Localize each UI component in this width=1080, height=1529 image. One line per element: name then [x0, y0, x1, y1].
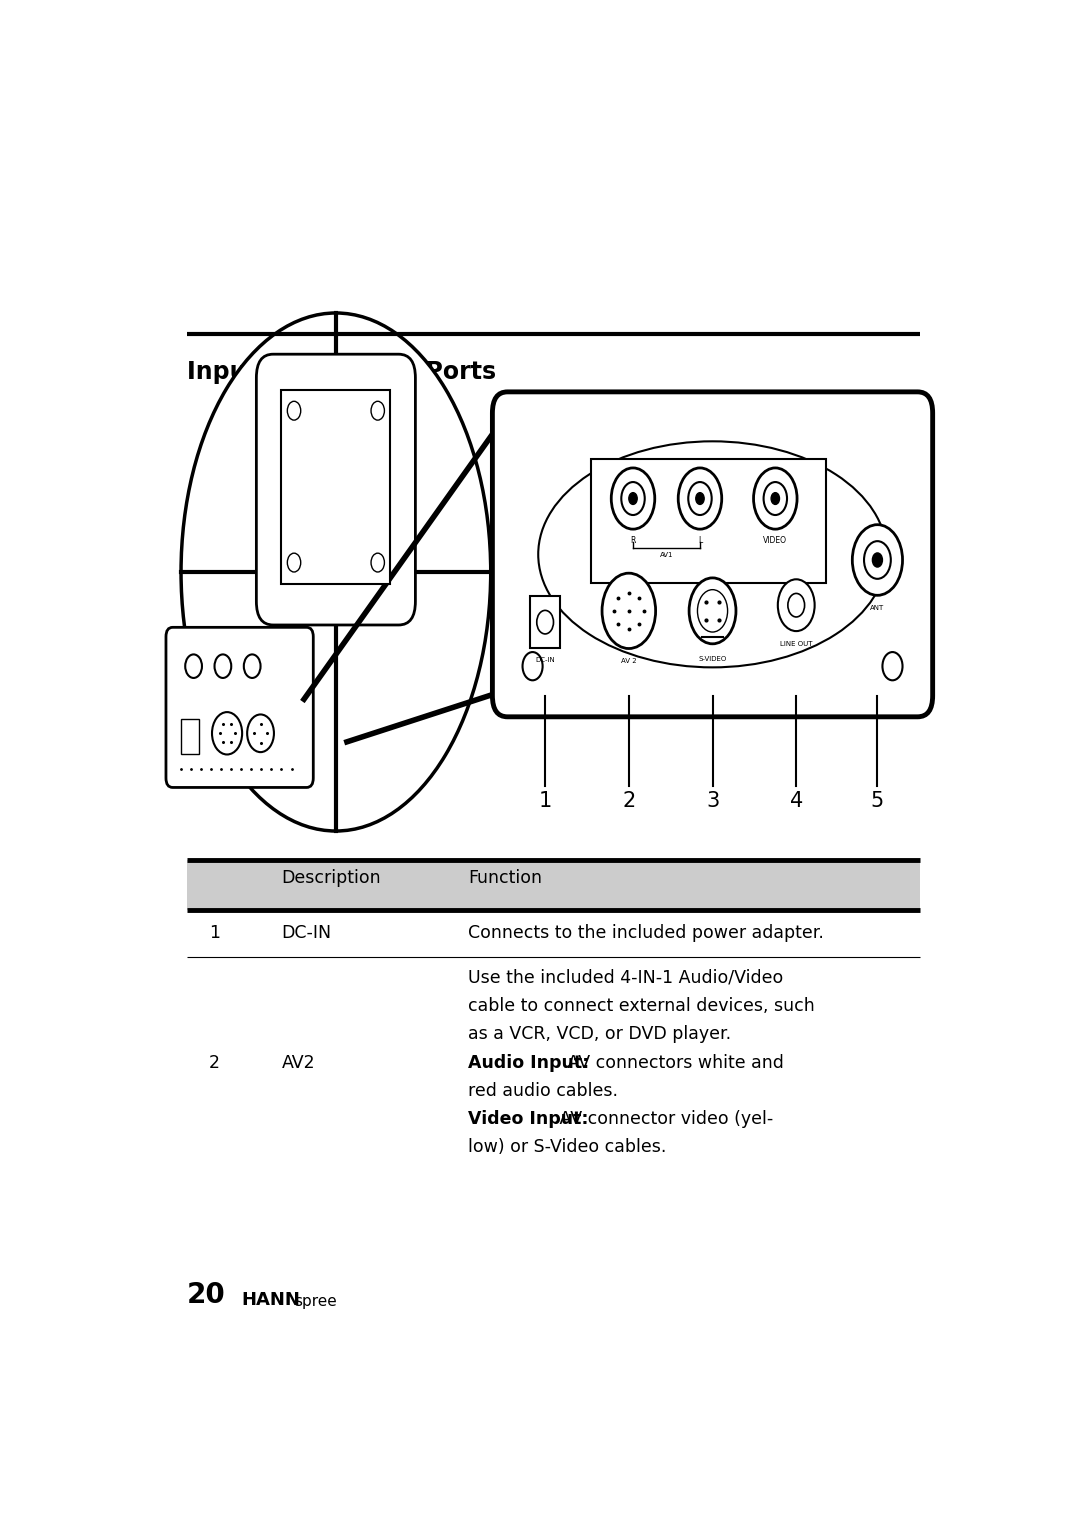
Text: low) or S-Video cables.: low) or S-Video cables. [468, 1138, 666, 1156]
Circle shape [678, 468, 721, 529]
Circle shape [215, 654, 231, 677]
Text: Audio Input:: Audio Input: [468, 1053, 590, 1072]
Circle shape [287, 401, 300, 420]
Circle shape [688, 482, 712, 515]
Text: LINE OUT: LINE OUT [780, 641, 812, 647]
Bar [187, 861, 920, 910]
Text: 1: 1 [539, 790, 552, 810]
Text: red audio cables.: red audio cables. [468, 1083, 618, 1099]
Text: HANN: HANN [241, 1290, 300, 1309]
Ellipse shape [538, 442, 887, 667]
Text: VIDEO: VIDEO [764, 537, 787, 546]
Bar [591, 459, 825, 583]
Bar [530, 596, 561, 648]
Circle shape [864, 541, 891, 579]
Text: cable to connect external devices, such: cable to connect external devices, such [468, 997, 815, 1015]
Text: 20: 20 [187, 1281, 226, 1309]
Text: L: L [698, 537, 702, 546]
Circle shape [788, 593, 805, 618]
Circle shape [629, 492, 637, 505]
Bar [181, 719, 200, 754]
Circle shape [372, 553, 384, 572]
Circle shape [873, 553, 882, 567]
Text: ANT: ANT [870, 605, 885, 610]
Circle shape [621, 482, 645, 515]
Text: DC-IN: DC-IN [536, 657, 555, 664]
FancyBboxPatch shape [492, 391, 933, 717]
FancyBboxPatch shape [256, 355, 416, 625]
Text: as a VCR, VCD, or DVD player.: as a VCR, VCD, or DVD player. [468, 1026, 731, 1043]
Circle shape [186, 654, 202, 677]
Bar [282, 390, 390, 584]
Text: 4: 4 [789, 790, 802, 810]
Circle shape [537, 610, 554, 635]
FancyBboxPatch shape [166, 627, 313, 787]
Text: Function: Function [468, 868, 542, 887]
Text: 2: 2 [622, 790, 635, 810]
Circle shape [689, 578, 735, 644]
Text: S-VIDEO: S-VIDEO [699, 656, 727, 662]
Text: AV 2: AV 2 [621, 657, 636, 664]
Circle shape [754, 468, 797, 529]
Text: 3: 3 [706, 790, 719, 810]
Circle shape [852, 524, 903, 595]
Text: 1: 1 [208, 925, 219, 942]
Ellipse shape [181, 313, 490, 832]
Circle shape [698, 590, 728, 631]
Circle shape [764, 482, 787, 515]
Circle shape [771, 492, 780, 505]
Text: Video Input:: Video Input: [468, 1110, 589, 1128]
Circle shape [523, 651, 542, 680]
Text: AV1: AV1 [660, 552, 673, 558]
Circle shape [602, 573, 656, 648]
Text: Connects to the included power adapter.: Connects to the included power adapter. [468, 925, 824, 942]
Text: AV connectors white and: AV connectors white and [562, 1053, 784, 1072]
Text: DC-IN: DC-IN [282, 925, 332, 942]
Text: 2: 2 [208, 1053, 219, 1072]
Circle shape [882, 651, 903, 680]
Circle shape [696, 492, 704, 505]
Circle shape [212, 713, 242, 754]
Text: Description: Description [282, 868, 381, 887]
Text: Input and Output Ports: Input and Output Ports [187, 359, 496, 384]
Text: AV connector video (yel-: AV connector video (yel- [554, 1110, 773, 1128]
Circle shape [247, 714, 274, 752]
Circle shape [287, 553, 300, 572]
Text: AV2: AV2 [282, 1053, 315, 1072]
Text: 5: 5 [870, 790, 885, 810]
Text: Use the included 4-IN-1 Audio/Video: Use the included 4-IN-1 Audio/Video [468, 969, 783, 986]
Circle shape [778, 579, 814, 631]
Circle shape [244, 654, 260, 677]
Circle shape [372, 401, 384, 420]
Text: R: R [631, 537, 636, 546]
Text: spree: spree [294, 1294, 337, 1309]
Circle shape [611, 468, 654, 529]
